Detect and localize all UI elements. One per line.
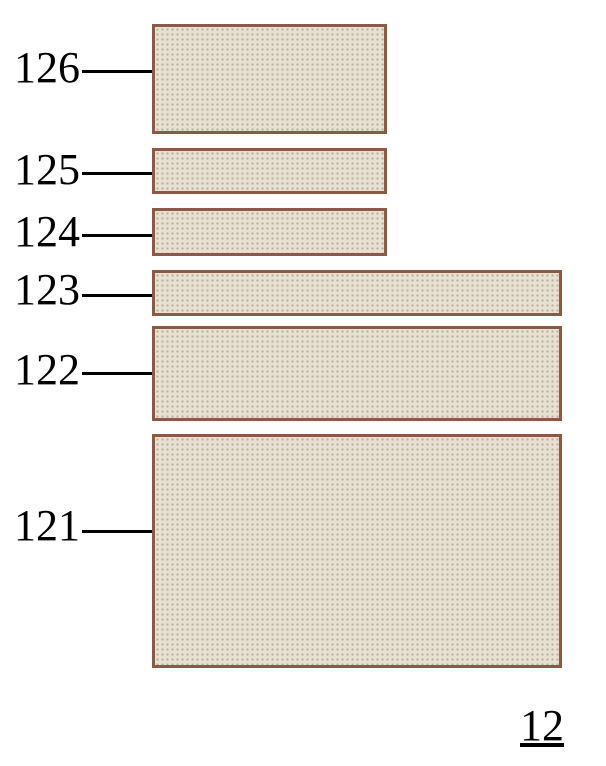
layer-122: [152, 326, 562, 421]
diagram-canvas: 126 125 124 123 122 121 12: [0, 0, 606, 766]
label-125: 125: [14, 148, 80, 192]
figure-number: 12: [520, 700, 564, 751]
label-122: 122: [14, 348, 80, 392]
leader-124: [82, 234, 152, 237]
leader-123: [82, 294, 152, 297]
label-126: 126: [14, 46, 80, 90]
layer-124: [152, 208, 387, 256]
label-124: 124: [14, 210, 80, 254]
layer-123: [152, 270, 562, 316]
leader-125: [82, 172, 152, 175]
layer-126: [152, 24, 387, 134]
layer-121: [152, 434, 562, 668]
leader-121: [82, 530, 152, 533]
leader-122: [82, 372, 152, 375]
label-123: 123: [14, 268, 80, 312]
layer-125: [152, 148, 387, 194]
label-121: 121: [14, 504, 80, 548]
leader-126: [82, 70, 152, 73]
